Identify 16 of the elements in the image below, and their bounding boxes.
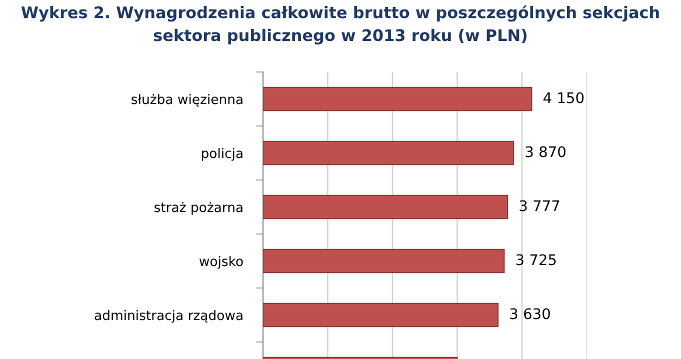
data-label: 3 777 <box>520 200 560 212</box>
y-tick-label: wojsko <box>199 256 243 269</box>
data-label: 3 725 <box>516 254 556 266</box>
data-label: 4 150 <box>543 92 584 104</box>
chart-title: Wykres 2. Wynagrodzenia całkowite brutto w poszczególnych sekcjach sektora publicznego w 2013 roku (w PLN) <box>21 5 659 44</box>
y-tick-label: służba więzienna <box>132 94 242 107</box>
bar <box>263 86 532 112</box>
y-tick-label: straż pożarna <box>154 202 242 215</box>
bar <box>263 302 499 328</box>
data-label: 3 870 <box>526 146 566 158</box>
data-label: 3 630 <box>510 308 550 320</box>
y-tick-label: policja <box>202 148 242 161</box>
bar <box>263 140 514 166</box>
bar <box>263 248 505 274</box>
y-tick-label: administracja rządowa <box>94 310 242 323</box>
bar <box>263 194 508 220</box>
